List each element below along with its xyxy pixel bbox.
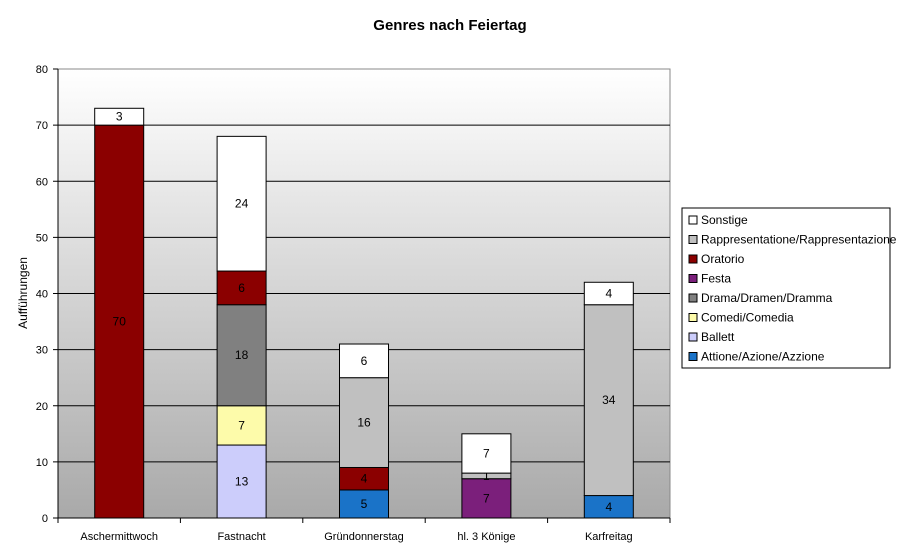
data-label: 7 <box>483 446 490 460</box>
y-tick-label: 0 <box>42 513 48 525</box>
data-label: 16 <box>357 416 371 430</box>
data-label: 18 <box>235 348 249 362</box>
bars: 70 3 13 7 18 6 24 5 4 16 6 7 1 7 4 34 4 <box>94 107 634 519</box>
legend: Sonstige Rappresentatione/Rappresentazion… <box>681 207 897 369</box>
y-tick-label: 70 <box>36 120 48 132</box>
x-tick-label: Karfreitag <box>585 531 633 543</box>
bar-segment <box>339 343 389 379</box>
bar-segment <box>216 444 267 519</box>
data-label: 3 <box>116 110 123 124</box>
data-label: 4 <box>605 500 612 514</box>
data-label: 34 <box>602 393 616 407</box>
y-tick-label: 30 <box>36 345 48 357</box>
legend-label: Attione/Azione/Azzione <box>701 350 825 364</box>
legend-swatch <box>688 332 698 342</box>
y-axis-label: Aufführungen <box>16 257 30 329</box>
legend-swatch <box>688 274 698 283</box>
legend-swatch <box>688 235 698 244</box>
legend-swatch <box>688 352 698 361</box>
data-label: 70 <box>113 315 127 329</box>
data-label: 6 <box>361 354 368 368</box>
legend-label: Drama/Dramen/Dramma <box>701 291 833 305</box>
y-tick-label: 10 <box>36 457 48 469</box>
data-label: 4 <box>605 287 612 301</box>
data-label: 7 <box>238 418 245 432</box>
x-tick-label: Fastnacht <box>217 531 265 543</box>
bar-segment <box>216 270 267 306</box>
bar-segment <box>216 304 267 407</box>
legend-box <box>681 207 891 369</box>
data-label: 24 <box>235 197 249 211</box>
bar-segment <box>461 433 512 474</box>
data-label: 4 <box>361 472 368 486</box>
legend-label: Sonstige <box>701 213 748 227</box>
legend-label: Oratorio <box>701 252 745 266</box>
bar-segment <box>339 489 389 519</box>
legend-label: Comedi/Comedia <box>701 311 794 325</box>
bar-segment <box>339 377 389 468</box>
chart-title: Genres nach Feiertag <box>373 17 526 34</box>
legend-label: Ballett <box>701 330 735 344</box>
data-label: 6 <box>238 281 245 295</box>
x-tick-label: Gründonnerstag <box>324 531 404 543</box>
bar-segment <box>583 304 634 497</box>
data-label: 5 <box>361 497 368 511</box>
y-axis: 0 10 20 30 40 50 60 70 80 <box>36 64 59 525</box>
y-tick-label: 20 <box>36 401 48 413</box>
data-label: 13 <box>235 475 249 489</box>
bar-segment <box>461 478 512 519</box>
legend-swatch <box>688 254 698 264</box>
legend-swatch <box>688 313 698 322</box>
grid-lines <box>58 124 670 463</box>
y-tick-label: 60 <box>36 176 48 188</box>
legend-swatch <box>688 215 698 225</box>
x-tick-label: hl. 3 Könige <box>457 531 515 543</box>
y-tick-label: 80 <box>36 64 48 76</box>
bar-segment <box>216 135 267 272</box>
bar-segment <box>94 124 145 519</box>
y-tick-label: 50 <box>36 232 48 244</box>
bar-segment <box>583 281 634 306</box>
x-tick-label: Aschermittwoch <box>80 531 158 543</box>
bar-segment <box>216 405 267 446</box>
y-tick-label: 40 <box>36 289 48 301</box>
bar-segment <box>94 107 145 126</box>
x-axis: Aschermittwoch Fastnacht Gründonnerstag hl.… <box>57 517 671 543</box>
legend-label: Festa <box>701 272 731 286</box>
legend-swatch <box>688 293 698 303</box>
data-label: 7 <box>483 491 490 505</box>
data-label: 1 <box>483 469 490 483</box>
legend-label: Rappresentatione/Rappresentazione <box>701 233 897 247</box>
